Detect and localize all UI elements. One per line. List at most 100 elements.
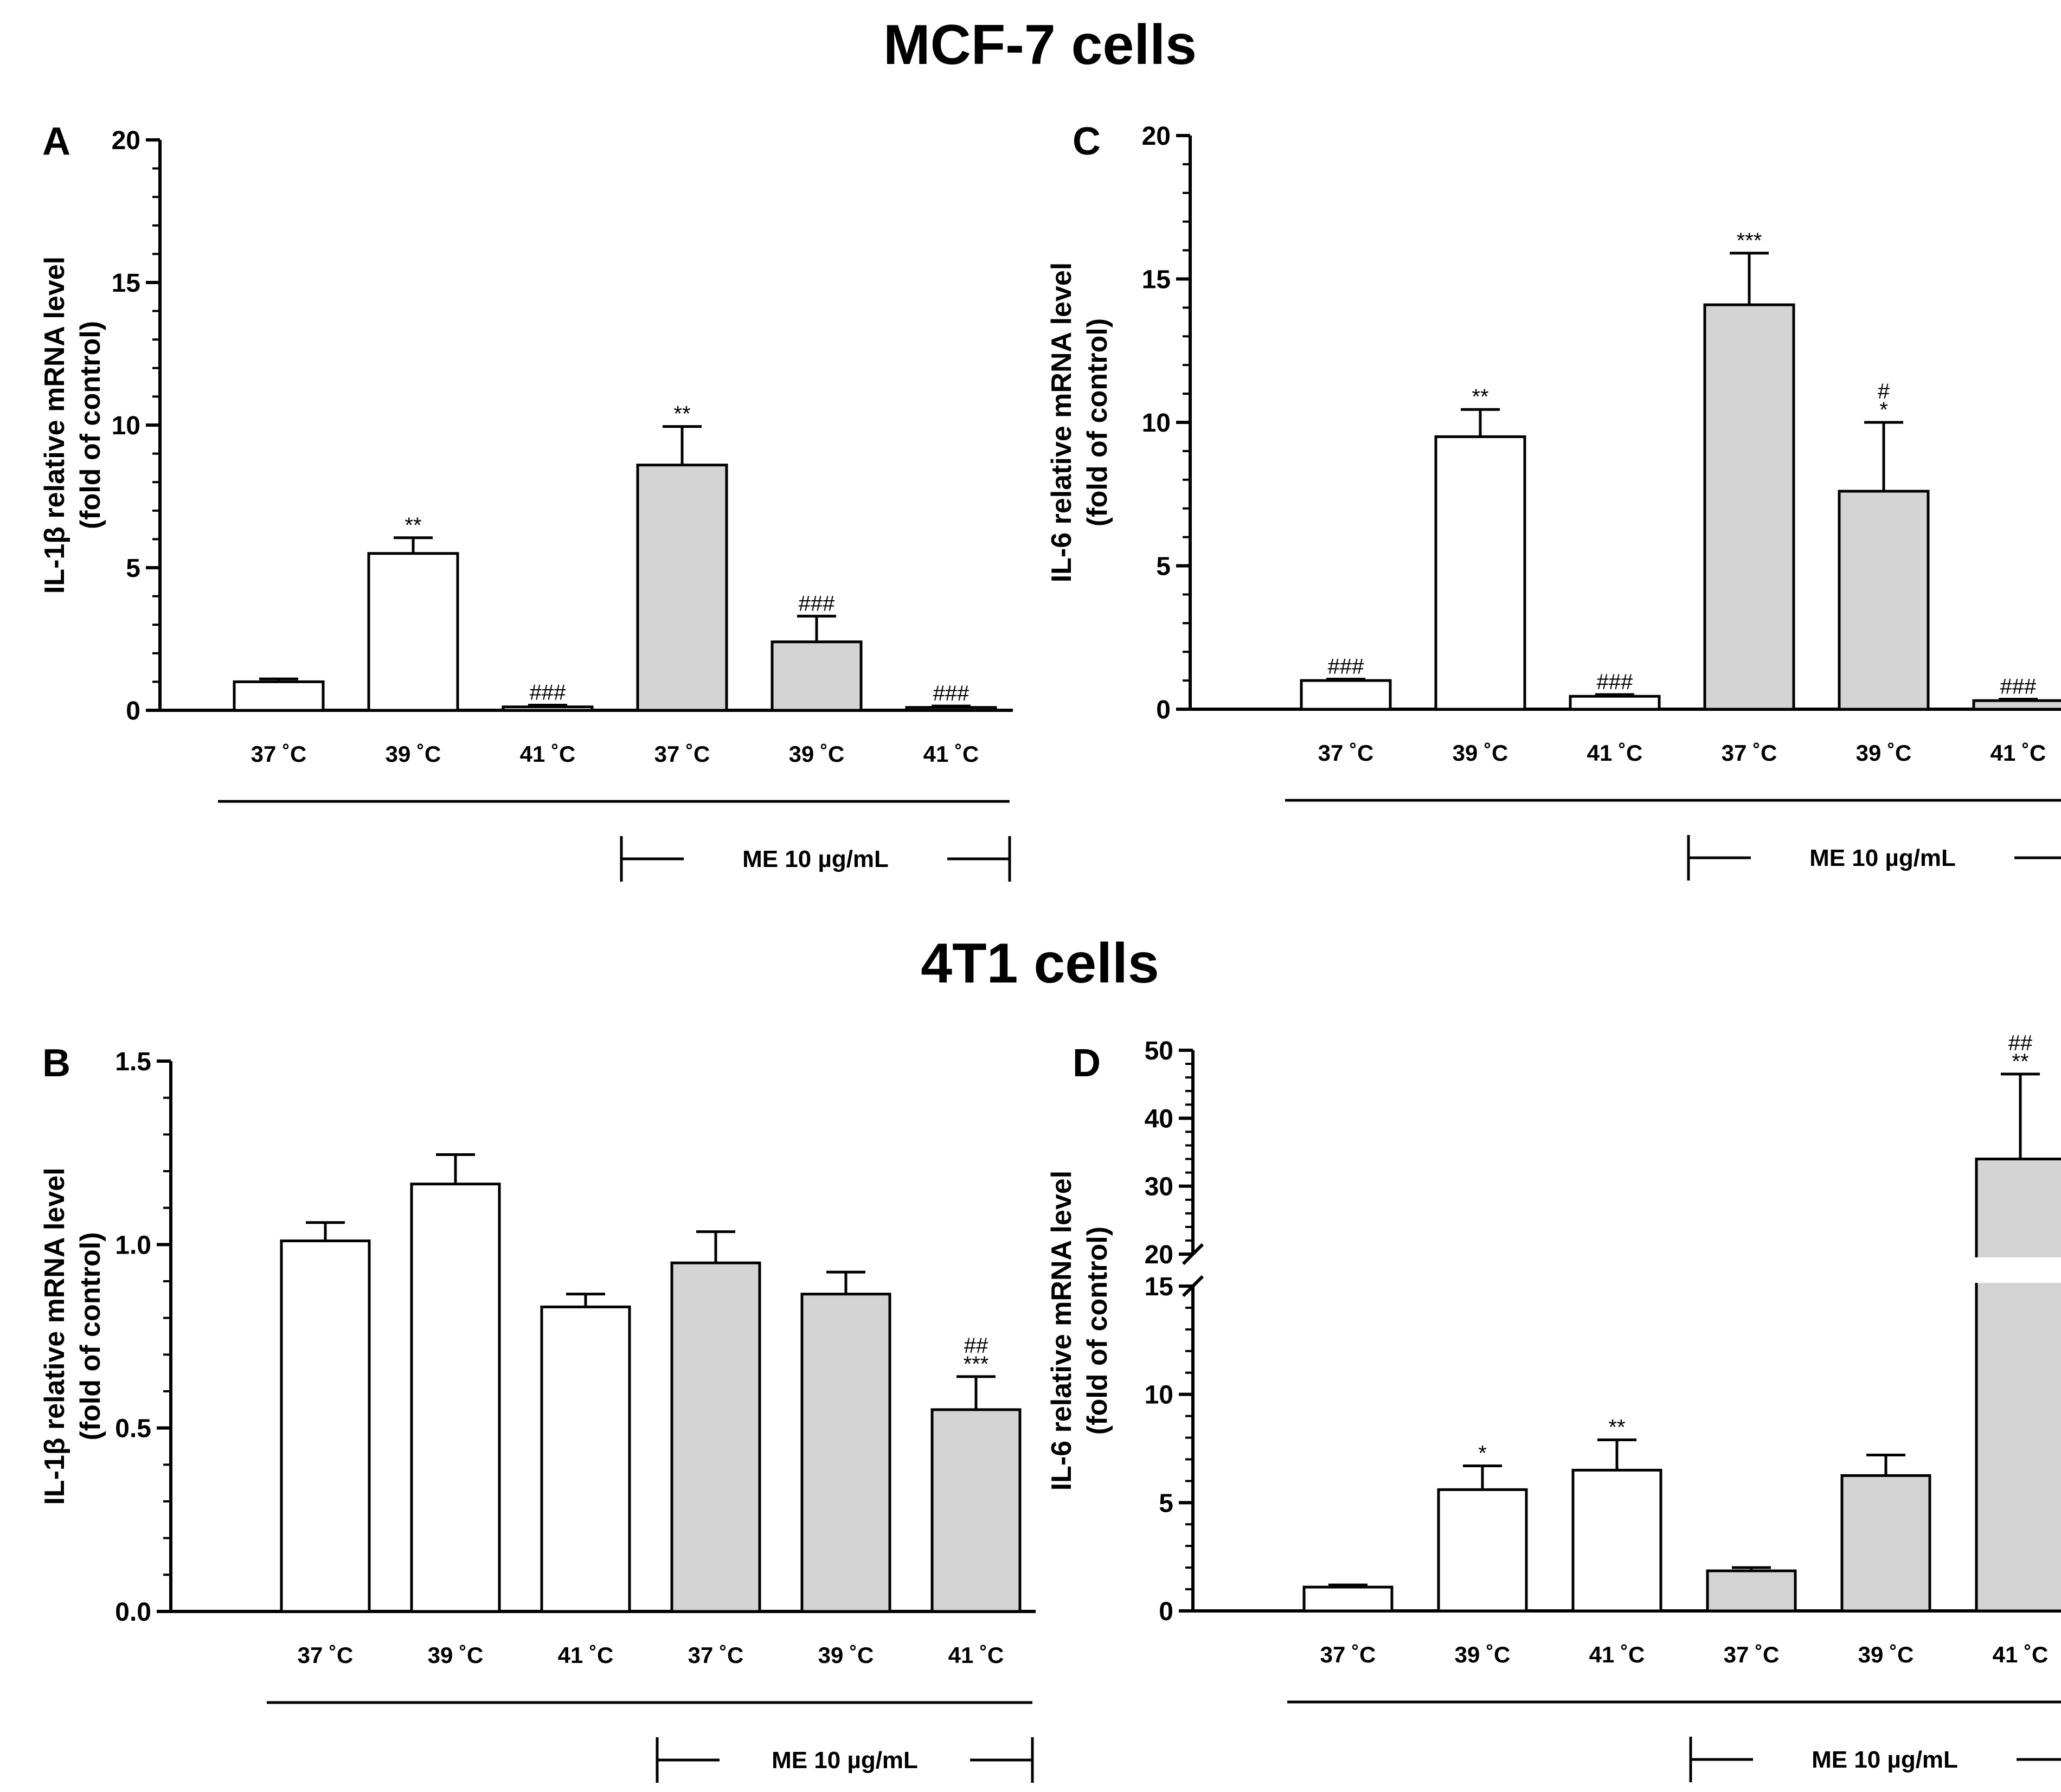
panel-D: D IL-6 relative mRNA level (fold of contro… <box>1046 1031 2061 1782</box>
significance-marker: * <box>1478 1441 1487 1465</box>
significance-marker: ## <box>964 1334 988 1358</box>
y-axis-label-line: (fold of control) <box>75 1232 106 1440</box>
x-tick-label: 39 ˚C <box>1453 740 1508 766</box>
y-tick-label: 0 <box>126 697 140 725</box>
y-tick-label: 1.0 <box>115 1231 151 1260</box>
x-tick-label: 37 ˚C <box>1722 740 1777 766</box>
panel-letter: D <box>1073 1042 1101 1085</box>
y-tick-label: 10 <box>112 412 140 440</box>
y-axis-label-line: IL-6 relative mRNA level <box>1046 1171 1077 1491</box>
bar <box>1571 1468 1662 1613</box>
y-tick-label: 50 <box>1145 1037 1173 1065</box>
y-tick-label: 20 <box>1145 1241 1173 1269</box>
bar <box>540 1305 631 1613</box>
section-title-4t1: 4T1 cells <box>921 932 1159 995</box>
y-axis-label-line: IL-1β relative mRNA level <box>39 256 70 594</box>
bar <box>1972 699 2061 711</box>
bar <box>771 640 863 712</box>
x-tick-label: 37 ˚C <box>298 1642 354 1668</box>
y-tick-label: 1.5 <box>115 1048 151 1076</box>
y-tick-label: 15 <box>112 269 140 298</box>
treatment-label: ME 10 µg/mL <box>1809 845 1956 871</box>
bar <box>367 552 459 712</box>
x-tick-label: 39 ˚C <box>789 741 845 767</box>
significance-marker: ### <box>933 682 969 705</box>
y-tick-label: 5 <box>1156 553 1171 581</box>
bar <box>670 1261 761 1613</box>
significance-marker: ** <box>1608 1416 1625 1440</box>
bar <box>1706 1569 1797 1613</box>
bar <box>1437 1488 1528 1613</box>
y-axis-label-line: IL-1β relative mRNA level <box>39 1167 70 1505</box>
bar <box>930 1408 1022 1613</box>
y-tick-label: 30 <box>1145 1173 1173 1202</box>
y-tick-label: 15 <box>1142 266 1171 294</box>
y-axis-label-line: (fold of control) <box>1082 1226 1113 1435</box>
significance-marker: ** <box>405 513 421 537</box>
x-tick-label: 39 ˚C <box>1455 1642 1511 1667</box>
significance-marker: *** <box>1737 229 1762 253</box>
x-tick-label: 37 ˚C <box>1318 740 1374 766</box>
x-tick-label: 41 ˚C <box>558 1642 614 1668</box>
y-axis-label-line: IL-6 relative mRNA level <box>1046 262 1077 583</box>
significance-marker: * <box>1879 398 1888 422</box>
bar <box>1975 1158 2061 1613</box>
axis-break-gap <box>1972 1257 2061 1283</box>
x-tick-label: 39 ˚C <box>428 1642 484 1668</box>
x-tick-label: 39 ˚C <box>1858 1642 1914 1667</box>
significance-marker: ### <box>2000 675 2037 698</box>
bar <box>410 1183 501 1613</box>
y-tick-label: 0.0 <box>115 1598 151 1627</box>
significance-marker: ### <box>799 592 835 615</box>
y-tick-label: 5 <box>1159 1489 1173 1518</box>
x-tick-label: 41 ˚C <box>1589 1642 1645 1667</box>
y-axis-label-line: (fold of control) <box>75 321 106 529</box>
panel-letter: A <box>42 120 70 163</box>
bar <box>1434 435 1526 711</box>
x-tick-label: 41 ˚C <box>1993 1642 2049 1667</box>
y-axis-label-line: (fold of control) <box>1082 318 1113 526</box>
significance-marker: ### <box>1597 670 1633 694</box>
treatment-label: ME 10 µg/mL <box>772 1747 918 1774</box>
bar <box>1838 490 1930 711</box>
bar <box>905 706 997 712</box>
panel-A: A IL-1β relative mRNA level (fold of contr… <box>39 120 1013 882</box>
y-tick-label: 5 <box>126 554 140 583</box>
bar <box>1300 679 1392 711</box>
x-tick-label: 41 ˚C <box>520 741 576 767</box>
y-tick-label: 20 <box>1142 122 1171 151</box>
y-tick-label: 10 <box>1142 409 1171 438</box>
bar <box>1840 1474 1931 1613</box>
significance-marker: ### <box>530 681 566 705</box>
bar <box>280 1239 371 1613</box>
x-tick-label: 37 ˚C <box>688 1642 744 1668</box>
significance-marker: ## <box>2008 1031 2033 1055</box>
bar <box>636 464 728 712</box>
x-tick-label: 39 ˚C <box>386 741 441 767</box>
x-tick-label: 37 ˚C <box>1724 1642 1780 1667</box>
x-tick-label: 37 ˚C <box>1320 1642 1376 1667</box>
significance-marker: *** <box>964 1352 989 1376</box>
panel-letter: C <box>1073 120 1101 163</box>
bar <box>502 705 594 712</box>
x-tick-label: 41 ˚C <box>948 1642 1004 1668</box>
significance-marker: ### <box>1328 654 1364 678</box>
bar <box>1302 1585 1394 1613</box>
y-tick-label: 10 <box>1145 1381 1173 1410</box>
x-tick-label: 37 ˚C <box>654 741 710 767</box>
bar <box>800 1293 891 1613</box>
treatment-label: ME 10 µg/mL <box>1812 1746 1958 1773</box>
section-title-mcf7: MCF-7 cells <box>883 14 1197 76</box>
bar <box>233 680 325 712</box>
x-tick-label: 39 ˚C <box>818 1642 874 1668</box>
x-tick-label: 41 ˚C <box>1991 740 2046 766</box>
significance-marker: ** <box>673 402 690 426</box>
significance-marker: # <box>1878 380 1890 403</box>
significance-marker: ** <box>2012 1050 2028 1074</box>
treatment-label: ME 10 µg/mL <box>742 846 889 872</box>
y-tick-label: 15 <box>1145 1273 1173 1301</box>
significance-marker: ** <box>1472 385 1488 409</box>
x-tick-label: 39 ˚C <box>1856 740 1912 766</box>
